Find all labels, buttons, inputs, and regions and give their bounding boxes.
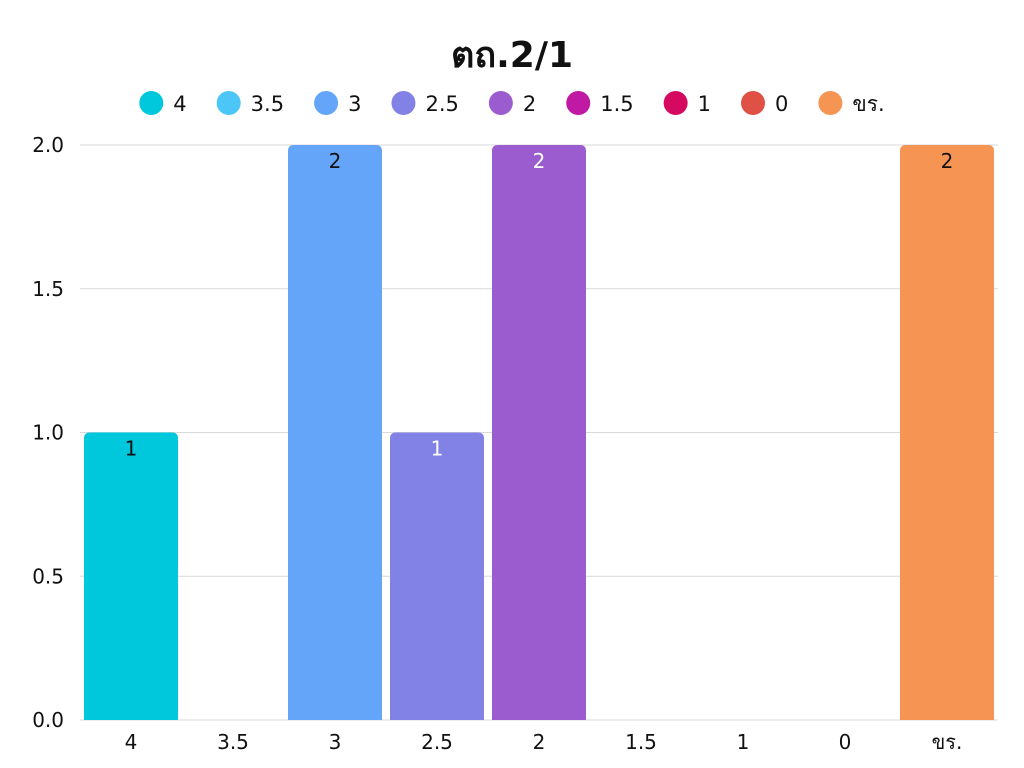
x-tick-label: 1.5 xyxy=(625,730,657,754)
data-label: 2 xyxy=(533,149,546,173)
legend-label: 1 xyxy=(698,92,711,116)
bar-2.5 xyxy=(390,432,484,720)
legend-item: 3 xyxy=(314,91,361,116)
legend-swatch xyxy=(741,91,766,115)
data-label: 1 xyxy=(125,437,138,461)
legend-swatch xyxy=(314,91,339,115)
legend-swatch xyxy=(139,91,164,115)
bar-data-labels: 1 2 1 2 2 xyxy=(125,149,954,461)
legend-swatch xyxy=(391,91,416,115)
x-tick-label: ขร. xyxy=(932,730,963,754)
legend-swatch xyxy=(566,91,591,115)
legend-label: ขร. xyxy=(852,92,884,116)
legend-item: 1.5 xyxy=(566,91,634,116)
x-tick-label: 3.5 xyxy=(217,730,249,754)
x-tick-label: 2.5 xyxy=(421,730,453,754)
legend-label: 2.5 xyxy=(425,92,458,116)
bar-3 xyxy=(288,145,382,720)
y-tick-label: 1.0 xyxy=(32,421,64,445)
data-label: 2 xyxy=(329,149,342,173)
bar-4 xyxy=(84,432,178,720)
legend-label: 4 xyxy=(173,92,186,116)
legend-label: 0 xyxy=(775,92,788,116)
legend-item: 2 xyxy=(488,91,536,116)
x-axis: 4 3.5 3 2.5 2 1.5 1 0 ขร. xyxy=(125,730,963,754)
legend-item: 1 xyxy=(663,91,711,116)
legend-swatch xyxy=(216,91,241,115)
x-tick-label: 2 xyxy=(533,730,546,754)
legend-item: 0 xyxy=(741,91,788,116)
legend-item: 4 xyxy=(139,91,187,116)
data-label: 2 xyxy=(941,149,954,173)
legend-label: 2 xyxy=(523,92,536,116)
x-tick-label: 3 xyxy=(329,730,342,754)
legend-item: 2.5 xyxy=(391,91,459,116)
legend-item: ขร. xyxy=(818,91,885,116)
y-tick-label: 2.0 xyxy=(32,133,64,157)
bars xyxy=(84,145,994,720)
x-tick-label: 1 xyxy=(737,730,750,754)
chart-legend: 4 3.5 3 2.5 2 1.5 1 0 ขร. xyxy=(139,91,885,116)
x-tick-label: 4 xyxy=(125,730,138,754)
y-tick-label: 1.5 xyxy=(32,277,64,301)
bar-ขร. xyxy=(900,145,994,720)
y-axis: 0.0 0.5 1.0 1.5 2.0 xyxy=(32,133,64,732)
data-label: 1 xyxy=(431,437,444,461)
y-tick-label: 0.0 xyxy=(32,708,64,732)
legend-label: 1.5 xyxy=(600,92,633,116)
legend-item: 3.5 xyxy=(216,91,284,116)
legend-label: 3 xyxy=(348,92,361,116)
legend-label: 3.5 xyxy=(251,92,284,116)
y-tick-label: 0.5 xyxy=(32,564,64,588)
bar-2 xyxy=(492,145,586,720)
chart-title: ตถ.2/1 xyxy=(451,35,573,76)
x-tick-label: 0 xyxy=(839,730,852,754)
legend-swatch xyxy=(663,91,688,115)
legend-swatch xyxy=(488,91,513,115)
legend-swatch xyxy=(818,91,843,115)
